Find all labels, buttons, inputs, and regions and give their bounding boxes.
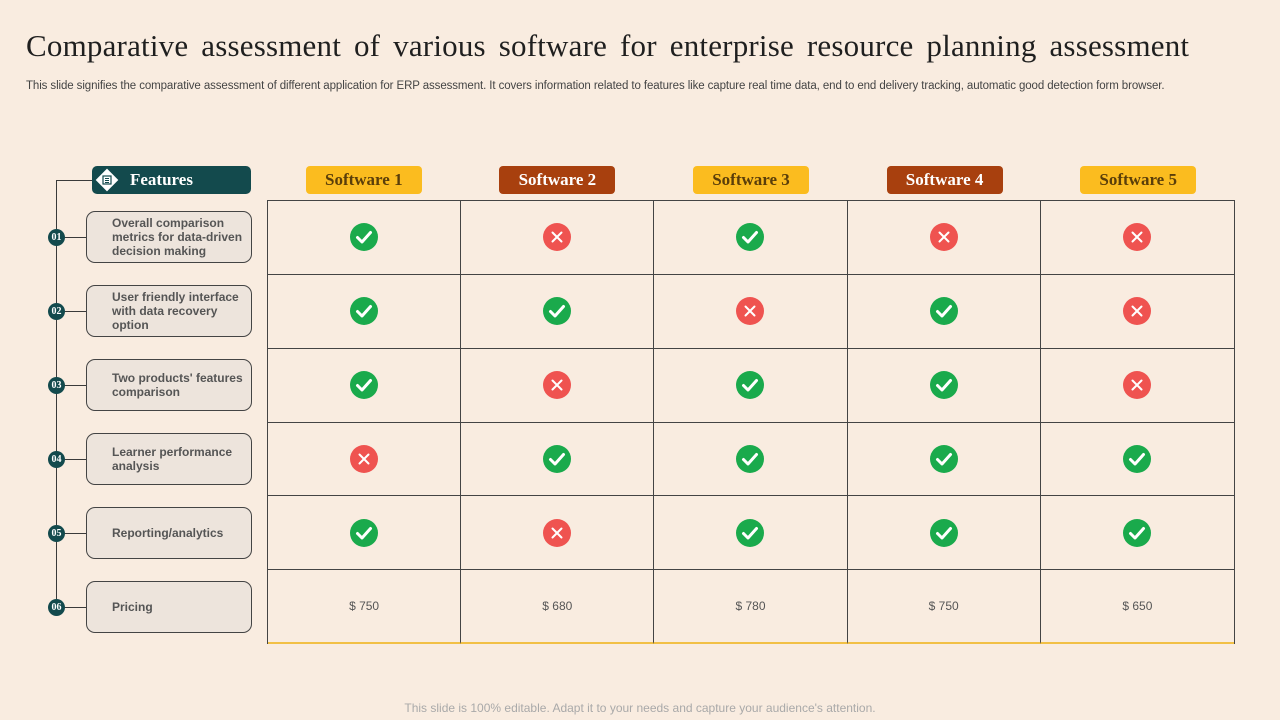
grid-cell xyxy=(847,348,1041,423)
grid-cell xyxy=(268,348,462,423)
grid-cell xyxy=(1040,349,1234,423)
check-icon xyxy=(542,444,572,474)
check-icon xyxy=(735,444,765,474)
price-cell: $ 650 xyxy=(1040,570,1234,644)
price-value: $ 650 xyxy=(1122,599,1153,614)
check-icon xyxy=(349,370,379,400)
grid-cell xyxy=(461,348,655,423)
cross-icon xyxy=(542,518,572,548)
software-header: Software 1 xyxy=(305,166,422,194)
grid-cell xyxy=(461,201,655,275)
price-value: $ 680 xyxy=(542,599,573,614)
grid-cell xyxy=(268,274,462,349)
feature-number: 06 xyxy=(48,598,65,616)
feature-number: 01 xyxy=(48,228,65,246)
price-value: $ 750 xyxy=(349,599,380,614)
grid-cell xyxy=(268,201,462,275)
grid-cell xyxy=(1040,496,1234,571)
cross-icon xyxy=(929,222,959,252)
cross-icon xyxy=(1122,222,1152,252)
check-icon xyxy=(929,370,959,400)
price-cell: $ 780 xyxy=(654,570,848,644)
grid-cell xyxy=(268,422,462,497)
connector-line xyxy=(62,385,86,386)
grid-cell xyxy=(1040,275,1234,349)
page-subtitle: This slide signifies the comparative ass… xyxy=(26,80,1165,92)
check-icon xyxy=(735,518,765,548)
cross-icon xyxy=(735,296,765,326)
cross-icon xyxy=(1122,370,1152,400)
grid-cell xyxy=(847,201,1041,275)
cross-icon xyxy=(349,444,379,474)
connector-line xyxy=(56,180,92,181)
check-icon xyxy=(735,370,765,400)
grid-cell xyxy=(461,422,655,497)
price-value: $ 780 xyxy=(735,599,766,614)
grid-cell xyxy=(268,496,462,571)
software-header: Software 5 xyxy=(1080,166,1197,194)
software-header: Software 3 xyxy=(693,166,809,194)
check-icon xyxy=(349,518,379,548)
software-header: Software 4 xyxy=(886,166,1003,194)
cross-icon xyxy=(542,222,572,252)
feature-number: 03 xyxy=(48,376,65,394)
check-icon xyxy=(929,296,959,326)
comparison-grid: $ 750 $ 680 $ 780 $ 750 $ 650 xyxy=(267,200,1235,644)
price-cell: $ 680 xyxy=(461,570,655,644)
check-icon xyxy=(349,296,379,326)
grid-cell xyxy=(654,422,848,497)
connector-line xyxy=(62,533,86,534)
check-icon xyxy=(1122,518,1152,548)
feature-label: Learner performance analysis xyxy=(86,433,252,485)
feature-label: Pricing xyxy=(86,581,252,633)
page-title: Comparative assessment of various softwa… xyxy=(26,28,1190,63)
feature-label: Overall comparison metrics for data-driv… xyxy=(86,211,252,263)
software-header: Software 2 xyxy=(499,166,616,194)
grid-cell xyxy=(1040,423,1234,497)
grid-cell xyxy=(654,201,848,275)
features-header-label: Features xyxy=(130,170,193,189)
feature-number: 02 xyxy=(48,302,65,320)
grid-cell xyxy=(654,496,848,571)
check-icon xyxy=(735,222,765,252)
feature-label: Two products' features comparison xyxy=(86,359,252,411)
feature-label: User friendly interface with data recove… xyxy=(86,285,252,337)
connector-line xyxy=(62,311,86,312)
check-icon xyxy=(929,444,959,474)
connector-line xyxy=(62,459,86,460)
feature-number: 05 xyxy=(48,524,65,542)
check-icon xyxy=(929,518,959,548)
footer-note: This slide is 100% editable. Adapt it to… xyxy=(404,701,876,715)
feature-number: 04 xyxy=(48,450,65,468)
grid-cell xyxy=(654,348,848,423)
check-icon xyxy=(349,222,379,252)
checklist-icon xyxy=(95,168,119,192)
check-icon xyxy=(542,296,572,326)
connector-line xyxy=(62,607,86,608)
grid-cell xyxy=(847,496,1041,571)
cross-icon xyxy=(542,370,572,400)
grid-cell xyxy=(1040,201,1234,275)
check-icon xyxy=(1122,444,1152,474)
cross-icon xyxy=(1122,296,1152,326)
grid-cell xyxy=(654,274,848,349)
features-header: Features xyxy=(92,166,251,194)
price-cell: $ 750 xyxy=(847,570,1041,644)
grid-cell xyxy=(847,422,1041,497)
connector-line xyxy=(62,237,86,238)
grid-cell xyxy=(461,496,655,571)
price-cell: $ 750 xyxy=(268,570,462,644)
feature-label: Reporting/analytics xyxy=(86,507,252,559)
grid-cell xyxy=(847,274,1041,349)
price-value: $ 750 xyxy=(928,599,959,614)
grid-cell xyxy=(461,274,655,349)
